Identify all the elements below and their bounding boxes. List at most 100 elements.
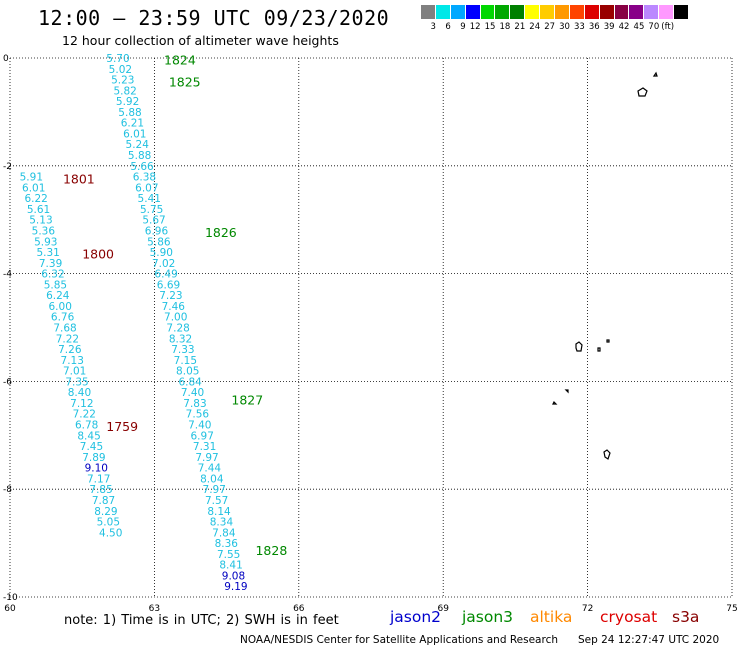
legend-label: 3 [430,22,436,32]
wave-height-value: 5.91 [20,172,43,184]
land-outline [597,347,601,352]
wave-height-value: 6.97 [191,430,214,442]
footer-note: note: 1) Time is in UTC; 2) SWH is in fe… [64,613,339,628]
time-label: 1801 [63,171,95,186]
land-outline [652,71,658,77]
land-outline [606,339,610,343]
wave-height-value: 7.45 [80,441,103,453]
wave-height-value: 6.01 [22,182,45,194]
wave-height-value: 7.22 [73,409,96,421]
wave-height-value: 6.69 [157,279,180,291]
satellite-cryosat: cryosat [600,608,658,626]
wave-height-value: 7.84 [212,527,236,539]
wave-height-value: 9.10 [85,463,108,475]
wave-height-value: 7.83 [183,398,206,410]
wave-height-value: 5.31 [36,247,59,259]
legend-swatch [465,5,481,19]
wave-height-value: 7.89 [82,452,105,464]
y-tick-label: -6 [3,377,12,387]
chart-subtitle: 12 hour collection of altimeter wave hei… [62,33,339,48]
x-tick-label: 69 [437,604,449,614]
wave-height-value: 7.26 [58,344,82,356]
wave-height-value: 5.92 [116,96,139,108]
time-label: 1759 [106,419,138,434]
legend-swatch [629,5,645,19]
wave-height-value: 5.24 [126,139,150,151]
legend-label: 42 [618,22,630,32]
legend-label: 12 [469,22,481,32]
wave-height-value: 5.70 [106,53,129,65]
legend-label: 27 [544,22,556,32]
legend-swatch [659,5,675,19]
legend-label: 45 [633,22,645,32]
legend-label: 6 [445,22,451,32]
wave-height-value: 7.97 [203,484,226,496]
wave-height-value: 7.40 [188,420,211,432]
time-label: 1800 [82,247,114,262]
wave-height-value: 5.13 [29,215,52,227]
wave-height-value: 9.19 [224,581,247,593]
wave-height-value: 7.13 [61,355,84,367]
legend-swatch [584,5,600,19]
wave-height-value: 7.02 [152,258,175,270]
legend-swatch [614,5,630,19]
wave-height-value: 7.01 [63,366,86,378]
time-label: 1828 [255,543,287,558]
credit-text: NOAA/NESDIS Center for Satellite Applica… [240,634,558,646]
legend-swatch [644,5,660,19]
legend-label: 70 [648,22,660,32]
wave-height-value: 7.00 [164,312,187,324]
wave-height-value: 5.93 [34,236,57,248]
wave-height-value: 5.88 [128,150,151,162]
legend-swatch [674,5,690,19]
legend-swatch [480,5,496,19]
y-tick-label: 0 [3,54,9,64]
wave-height-value: 8.14 [207,506,231,518]
wave-height-value: 7.57 [205,495,228,507]
legend-label: 15 [484,22,496,32]
y-tick-label: -4 [3,270,12,280]
legend-swatch [555,5,570,19]
wave-height-value: 7.33 [171,344,194,356]
color-legend: 3 6 9 12 15 18 21 24 27 30 33 36 39 42 45 70 (ft) [421,5,690,32]
wave-height-value: 6.21 [121,118,144,130]
legend-swatch [450,5,466,19]
time-label: 1826 [205,225,237,240]
wave-height-value: 6.32 [41,269,64,281]
satellite-jason2: jason2 [390,608,442,626]
y-tick-label: -10 [3,593,18,603]
wave-height-value: 8.40 [68,387,91,399]
wave-height-value: 6.84 [178,376,202,388]
legend-label: 24 [529,22,541,32]
land-outline [637,87,648,97]
legend-label: 9 [460,22,466,32]
wave-height-value: 6.24 [46,290,70,302]
wave-height-value: 6.78 [75,420,98,432]
wave-height-value: 6.22 [24,193,47,205]
legend-labels: 3 6 9 12 15 18 21 24 27 30 33 36 39 42 45 70 (ft) [421,22,689,32]
wave-height-value: 7.28 [166,323,189,335]
wave-height-value: 6.49 [154,269,177,281]
x-tick-label: 63 [149,604,160,614]
wave-height-value: 7.40 [181,387,204,399]
wave-height-value: 7.56 [186,409,210,421]
wave-height-value: 8.32 [169,333,192,345]
wave-height-value: 7.31 [193,441,216,453]
wave-height-value: 6.01 [123,128,146,140]
wave-height-value: 7.87 [92,495,115,507]
legend-label: 36 [588,22,600,32]
wave-height-value: 5.36 [32,225,56,237]
y-tick-label: -8 [3,485,12,495]
wave-height-value: 6.38 [133,172,156,184]
wave-height-value: 5.86 [147,236,171,248]
wave-height-value: 5.82 [113,85,136,97]
generated-timestamp: Sep 24 12:27:47 UTC 2020 [578,634,720,646]
legend-label: 18 [499,22,511,32]
legend-label: 33 [573,22,585,32]
satellite-s3a: s3a [672,608,700,626]
wave-height-value: 5.85 [44,279,67,291]
wave-height-value: 7.35 [65,376,88,388]
wave-height-value: 5.02 [109,64,132,76]
legend-label: 30 [559,22,570,32]
